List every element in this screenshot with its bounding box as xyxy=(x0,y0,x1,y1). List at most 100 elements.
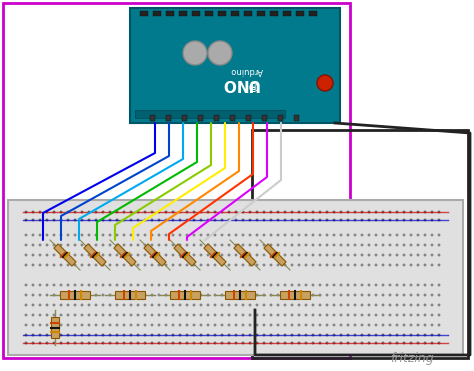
Circle shape xyxy=(438,211,440,213)
Text: fritzing: fritzing xyxy=(390,352,434,365)
Bar xyxy=(135,110,285,118)
Circle shape xyxy=(67,334,69,336)
Circle shape xyxy=(200,254,202,256)
Circle shape xyxy=(326,294,328,296)
Circle shape xyxy=(340,234,342,236)
Circle shape xyxy=(270,314,272,316)
Circle shape xyxy=(235,334,237,336)
Circle shape xyxy=(333,304,335,306)
Circle shape xyxy=(291,264,293,266)
Circle shape xyxy=(67,264,69,266)
Circle shape xyxy=(39,334,41,336)
Circle shape xyxy=(410,234,412,236)
Bar xyxy=(8,200,463,355)
Circle shape xyxy=(389,284,391,286)
Circle shape xyxy=(109,234,111,236)
Circle shape xyxy=(186,314,188,316)
Circle shape xyxy=(102,304,104,306)
Circle shape xyxy=(95,314,97,316)
Circle shape xyxy=(368,294,370,296)
Text: UNO: UNO xyxy=(220,76,258,91)
Circle shape xyxy=(158,284,160,286)
Circle shape xyxy=(403,342,405,344)
Circle shape xyxy=(319,334,321,336)
Circle shape xyxy=(102,314,104,316)
Circle shape xyxy=(361,254,363,256)
Circle shape xyxy=(193,211,195,213)
Bar xyxy=(218,11,226,16)
Circle shape xyxy=(438,324,440,326)
Circle shape xyxy=(25,294,27,296)
Circle shape xyxy=(46,264,48,266)
Circle shape xyxy=(109,211,111,213)
Circle shape xyxy=(193,244,195,246)
Circle shape xyxy=(424,324,426,326)
Circle shape xyxy=(130,244,132,246)
Circle shape xyxy=(144,254,146,256)
Circle shape xyxy=(123,219,125,221)
Circle shape xyxy=(46,294,48,296)
Circle shape xyxy=(137,314,139,316)
Circle shape xyxy=(438,244,440,246)
Circle shape xyxy=(151,342,153,344)
Circle shape xyxy=(74,219,76,221)
Circle shape xyxy=(200,314,202,316)
Circle shape xyxy=(354,244,356,246)
Circle shape xyxy=(235,294,237,296)
Circle shape xyxy=(368,314,370,316)
Circle shape xyxy=(270,324,272,326)
Circle shape xyxy=(214,324,216,326)
Circle shape xyxy=(158,254,160,256)
Circle shape xyxy=(53,219,55,221)
Circle shape xyxy=(158,314,160,316)
Circle shape xyxy=(67,342,69,344)
Circle shape xyxy=(137,342,139,344)
Circle shape xyxy=(165,254,167,256)
Circle shape xyxy=(368,304,370,306)
Circle shape xyxy=(284,324,286,326)
Circle shape xyxy=(81,334,83,336)
Circle shape xyxy=(403,314,405,316)
Circle shape xyxy=(39,219,41,221)
Circle shape xyxy=(95,234,97,236)
Circle shape xyxy=(144,211,146,213)
Circle shape xyxy=(333,234,335,236)
Circle shape xyxy=(32,314,34,316)
Bar xyxy=(112,285,130,303)
Circle shape xyxy=(165,244,167,246)
Circle shape xyxy=(396,264,398,266)
Circle shape xyxy=(368,284,370,286)
Circle shape xyxy=(39,304,41,306)
Circle shape xyxy=(347,314,349,316)
Circle shape xyxy=(431,219,433,221)
Circle shape xyxy=(284,334,286,336)
Bar xyxy=(246,115,251,121)
Bar xyxy=(278,115,283,121)
Circle shape xyxy=(88,342,90,344)
Circle shape xyxy=(207,264,209,266)
Circle shape xyxy=(123,314,125,316)
Circle shape xyxy=(123,211,125,213)
Circle shape xyxy=(46,314,48,316)
Circle shape xyxy=(130,342,132,344)
Circle shape xyxy=(151,234,153,236)
Circle shape xyxy=(74,211,76,213)
Circle shape xyxy=(53,234,55,236)
Circle shape xyxy=(60,234,62,236)
Circle shape xyxy=(431,342,433,344)
Circle shape xyxy=(305,304,307,306)
Circle shape xyxy=(424,234,426,236)
Circle shape xyxy=(137,234,139,236)
Circle shape xyxy=(53,254,55,256)
Circle shape xyxy=(123,342,125,344)
Circle shape xyxy=(361,219,363,221)
Circle shape xyxy=(242,219,244,221)
Circle shape xyxy=(88,244,90,246)
Circle shape xyxy=(326,342,328,344)
Circle shape xyxy=(354,304,356,306)
Circle shape xyxy=(312,294,314,296)
Circle shape xyxy=(375,244,377,246)
Circle shape xyxy=(326,219,328,221)
Circle shape xyxy=(53,211,55,213)
Circle shape xyxy=(382,211,384,213)
